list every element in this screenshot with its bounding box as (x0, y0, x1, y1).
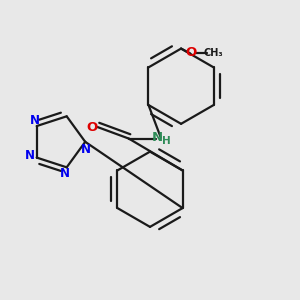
Text: N: N (60, 167, 70, 180)
Text: O: O (185, 46, 197, 59)
Text: O: O (86, 121, 98, 134)
Text: CH₃: CH₃ (203, 47, 223, 58)
Text: N: N (30, 114, 40, 127)
Text: N: N (81, 142, 91, 155)
Text: N: N (152, 131, 163, 144)
Text: H: H (162, 136, 171, 146)
Text: N: N (25, 149, 34, 163)
